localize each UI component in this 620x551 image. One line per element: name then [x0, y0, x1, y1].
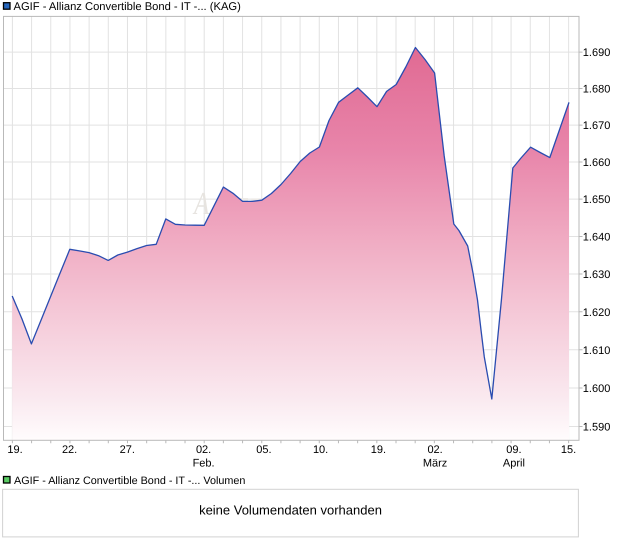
svg-text:09.: 09. — [506, 444, 521, 456]
svg-text:1.660: 1.660 — [583, 157, 611, 169]
svg-text:05.: 05. — [256, 444, 271, 456]
svg-text:10.: 10. — [313, 444, 328, 456]
svg-text:keine Volumendaten vorhanden: keine Volumendaten vorhanden — [199, 503, 382, 518]
svg-text:AGIF - Allianz Convertible Bon: AGIF - Allianz Convertible Bond - IT -..… — [14, 475, 245, 487]
svg-text:27.: 27. — [120, 444, 135, 456]
svg-text:1.620: 1.620 — [583, 307, 611, 319]
svg-text:1.610: 1.610 — [583, 345, 611, 357]
svg-text:02.: 02. — [427, 444, 442, 456]
svg-text:1.680: 1.680 — [583, 84, 611, 96]
svg-text:02.: 02. — [196, 444, 211, 456]
svg-text:1.630: 1.630 — [583, 269, 611, 281]
svg-text:1.650: 1.650 — [583, 194, 611, 206]
svg-text:März: März — [423, 457, 447, 469]
svg-text:AGIF - Allianz Convertible Bon: AGIF - Allianz Convertible Bond - IT -..… — [14, 1, 242, 13]
svg-text:19.: 19. — [7, 444, 22, 456]
svg-text:1.690: 1.690 — [583, 47, 611, 59]
svg-text:1.640: 1.640 — [583, 231, 611, 243]
svg-text:15.: 15. — [561, 444, 576, 456]
svg-text:April: April — [503, 457, 525, 469]
svg-text:Feb.: Feb. — [193, 457, 215, 469]
svg-text:1.600: 1.600 — [583, 383, 611, 395]
svg-text:A: A — [192, 185, 209, 221]
svg-text:22.: 22. — [62, 444, 77, 456]
svg-text:19.: 19. — [371, 444, 386, 456]
svg-text:1.670: 1.670 — [583, 120, 611, 132]
svg-text:1.590: 1.590 — [583, 422, 611, 434]
